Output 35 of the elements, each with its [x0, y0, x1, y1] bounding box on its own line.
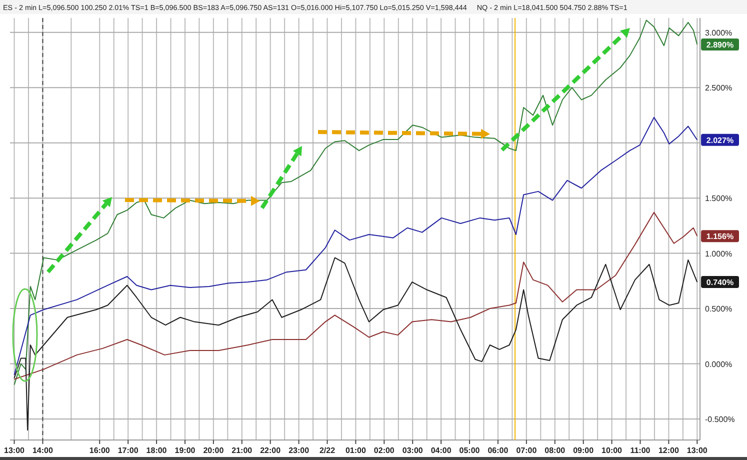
x-tick-label: 22:00	[260, 446, 282, 455]
x-tick-label: 01:00	[345, 446, 366, 455]
data-label: 2.027%	[706, 136, 734, 145]
x-tick-label: 10:00	[602, 446, 623, 455]
y-tick-label: 3.000%	[705, 28, 732, 38]
x-tick-label: 16:00	[89, 446, 110, 455]
y-tick-label: 2.500%	[705, 84, 732, 93]
y-tick-label: -0.500%	[705, 415, 735, 424]
x-tick-label: 08:00	[544, 446, 566, 455]
x-tick-label: 21:00	[232, 446, 253, 455]
data-label: 2.890%	[706, 40, 734, 50]
y-tick-label: 1.000%	[705, 249, 732, 258]
x-tick-label: 23:00	[288, 446, 310, 455]
x-tick-label: 05:00	[459, 446, 480, 455]
data-label: 0.740%	[706, 278, 734, 288]
x-tick-label: 11:00	[630, 446, 651, 455]
x-tick-label: 13:00	[686, 446, 708, 455]
x-tick-label: 02:00	[374, 446, 395, 455]
x-tick-label: 07:00	[516, 446, 538, 455]
x-tick-label: 13:00	[4, 446, 26, 455]
x-tick-label: 17:00	[118, 446, 139, 455]
y-tick-label: 1.500%	[705, 194, 732, 204]
x-tick-label: 04:00	[430, 446, 452, 455]
x-tick-label: 20:00	[203, 446, 224, 455]
x-tick-label: 2/22	[319, 446, 336, 455]
x-tick-label: 19:00	[174, 446, 196, 455]
y-tick-label: 0.000%	[705, 360, 732, 369]
data-label: 1.156%	[706, 232, 734, 242]
x-tick-label: 18:00	[146, 446, 168, 455]
x-tick-label: 14:00	[32, 446, 54, 455]
y-tick-label: 0.500%	[705, 304, 732, 314]
x-tick-label: 09:00	[573, 446, 594, 455]
x-tick-label: 12:00	[658, 446, 680, 455]
x-tick-label: 03:00	[402, 446, 424, 455]
x-tick-label: 06:00	[488, 446, 509, 455]
